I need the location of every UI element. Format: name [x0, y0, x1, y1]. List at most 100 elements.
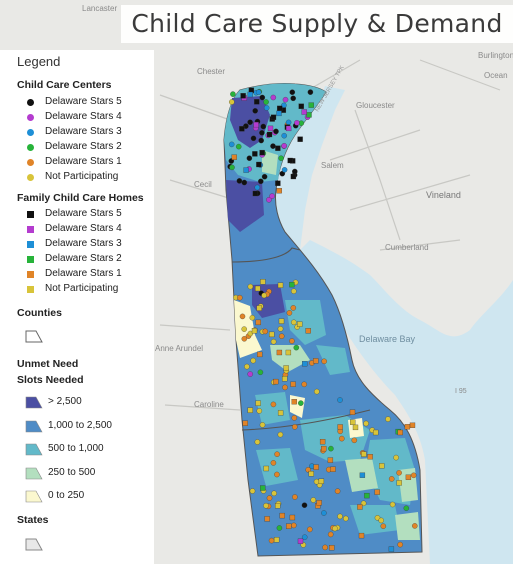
child-care-center-marker[interactable] — [286, 310, 293, 316]
family-home-marker[interactable] — [263, 465, 269, 472]
child-care-center-marker[interactable] — [263, 502, 269, 509]
child-care-center-marker[interactable] — [277, 431, 284, 438]
family-home-marker[interactable] — [397, 429, 403, 436]
child-care-center-marker[interactable] — [396, 470, 402, 476]
child-care-center-marker[interactable] — [262, 328, 268, 335]
child-care-center-marker[interactable] — [403, 505, 410, 511]
family-home-marker[interactable] — [329, 545, 335, 551]
child-care-center-marker[interactable] — [261, 292, 267, 299]
child-care-center-marker[interactable] — [298, 400, 304, 406]
family-home-marker[interactable] — [313, 358, 319, 364]
child-care-center-marker[interactable] — [274, 451, 280, 457]
child-care-center-marker[interactable] — [397, 541, 403, 548]
child-care-center-marker[interactable] — [249, 488, 256, 494]
child-care-center-marker[interactable] — [290, 95, 296, 102]
child-care-center-marker[interactable] — [378, 517, 384, 524]
family-home-marker[interactable] — [252, 190, 259, 197]
child-care-center-marker[interactable] — [247, 283, 254, 290]
family-home-marker[interactable] — [267, 125, 274, 132]
family-home-marker[interactable] — [349, 409, 356, 415]
child-care-center-marker[interactable] — [258, 137, 264, 144]
child-care-center-marker[interactable] — [388, 476, 395, 482]
family-home-marker[interactable] — [266, 131, 273, 138]
family-home-marker[interactable] — [405, 474, 412, 480]
family-home-marker[interactable] — [367, 454, 373, 460]
family-home-marker[interactable] — [285, 125, 292, 132]
child-care-center-marker[interactable] — [259, 130, 265, 136]
family-home-marker[interactable] — [264, 516, 270, 522]
child-care-center-marker[interactable] — [268, 537, 275, 544]
child-care-center-marker[interactable] — [291, 415, 298, 421]
family-home-marker[interactable] — [257, 351, 263, 358]
family-home-marker[interactable] — [308, 102, 314, 108]
child-care-center-marker[interactable] — [255, 89, 262, 95]
child-care-center-marker[interactable] — [337, 513, 343, 520]
child-care-center-marker[interactable] — [269, 193, 275, 199]
child-care-center-marker[interactable] — [291, 522, 297, 529]
family-home-marker[interactable] — [379, 463, 385, 469]
child-care-center-marker[interactable] — [235, 143, 242, 150]
family-home-marker[interactable] — [291, 399, 297, 405]
child-care-center-marker[interactable] — [259, 422, 266, 428]
child-care-center-marker[interactable] — [293, 344, 300, 351]
family-home-marker[interactable] — [321, 445, 327, 452]
child-care-center-marker[interactable] — [276, 525, 283, 531]
family-home-marker[interactable] — [316, 500, 322, 506]
family-home-marker[interactable] — [279, 512, 285, 519]
child-care-center-marker[interactable] — [307, 526, 313, 533]
child-care-center-marker[interactable] — [410, 472, 417, 479]
family-home-marker[interactable] — [255, 285, 261, 292]
family-home-marker[interactable] — [247, 91, 253, 98]
family-home-marker[interactable] — [231, 154, 237, 160]
child-care-center-marker[interactable] — [259, 94, 266, 101]
family-home-marker[interactable] — [287, 157, 293, 164]
family-home-marker[interactable] — [275, 145, 281, 151]
child-care-center-marker[interactable] — [254, 184, 261, 191]
family-home-marker[interactable] — [297, 321, 303, 327]
child-care-center-marker[interactable] — [291, 288, 297, 294]
child-care-center-marker[interactable] — [292, 494, 298, 500]
child-care-center-marker[interactable] — [282, 384, 288, 391]
child-care-center-marker[interactable] — [271, 490, 277, 497]
family-home-marker[interactable] — [253, 121, 259, 128]
family-home-marker[interactable] — [289, 514, 296, 521]
family-home-marker[interactable] — [364, 492, 370, 499]
family-home-marker[interactable] — [313, 464, 319, 470]
child-care-center-marker[interactable] — [270, 94, 277, 101]
child-care-center-marker[interactable] — [250, 357, 256, 364]
family-home-marker[interactable] — [276, 349, 283, 356]
family-home-marker[interactable] — [283, 365, 289, 371]
child-care-center-marker[interactable] — [229, 164, 235, 171]
family-home-marker[interactable] — [327, 457, 334, 463]
family-home-marker[interactable] — [319, 439, 326, 445]
child-care-center-marker[interactable] — [243, 123, 249, 129]
family-home-marker[interactable] — [273, 378, 279, 385]
child-care-center-marker[interactable] — [292, 424, 298, 430]
child-care-center-marker[interactable] — [307, 89, 314, 95]
family-home-marker[interactable] — [409, 422, 416, 428]
family-home-marker[interactable] — [290, 381, 296, 387]
family-home-marker[interactable] — [277, 282, 284, 288]
child-care-center-marker[interactable] — [412, 523, 418, 529]
child-care-center-marker[interactable] — [322, 544, 328, 551]
family-home-marker[interactable] — [275, 180, 281, 186]
child-care-center-marker[interactable] — [270, 401, 277, 408]
family-home-marker[interactable] — [289, 281, 295, 288]
family-home-marker[interactable] — [282, 376, 288, 382]
child-care-center-marker[interactable] — [270, 143, 276, 149]
child-care-center-marker[interactable] — [263, 99, 269, 105]
child-care-center-marker[interactable] — [229, 99, 235, 105]
child-care-center-marker[interactable] — [236, 178, 243, 184]
child-care-center-marker[interactable] — [282, 96, 289, 103]
child-care-center-marker[interactable] — [380, 523, 387, 529]
family-home-marker[interactable] — [374, 489, 380, 495]
child-care-center-marker[interactable] — [252, 108, 258, 114]
home-points-layer[interactable] — [231, 87, 416, 552]
child-care-center-marker[interactable] — [334, 488, 341, 494]
family-home-marker[interactable] — [254, 99, 260, 105]
child-care-center-marker[interactable] — [260, 123, 267, 130]
child-care-center-marker[interactable] — [244, 363, 250, 370]
family-home-marker[interactable] — [276, 188, 282, 194]
child-care-center-marker[interactable] — [321, 358, 327, 365]
child-care-center-marker[interactable] — [290, 305, 297, 311]
